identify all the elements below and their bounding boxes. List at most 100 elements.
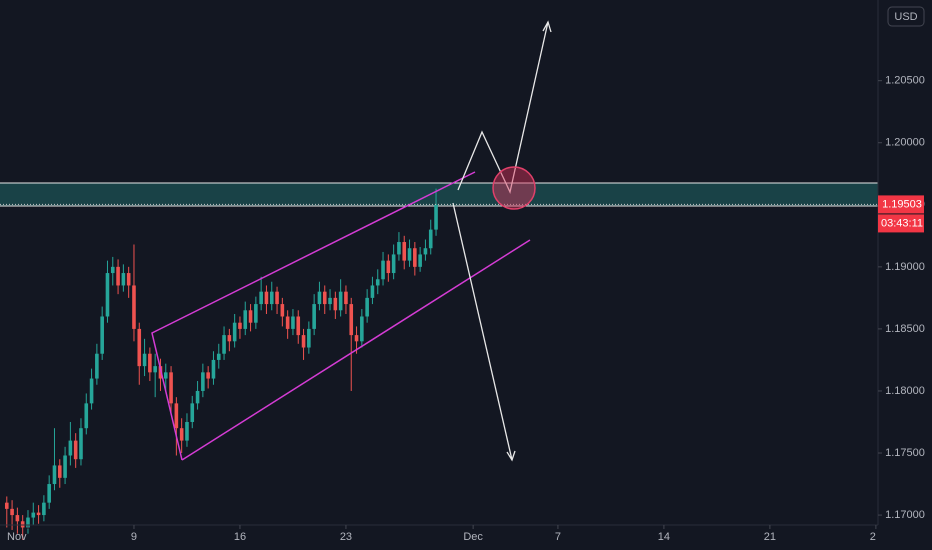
candle-body [338, 291, 343, 311]
candle-body [238, 322, 242, 329]
candle-body [280, 304, 285, 317]
candle-body [317, 291, 322, 305]
currency[interactable]: USD [894, 11, 917, 23]
x-tick-label: 21 [764, 531, 776, 543]
x-tick-label: Nov [7, 531, 27, 543]
candle-body [386, 260, 391, 274]
x-tick-label: Dec [463, 531, 483, 543]
candle-body [285, 316, 290, 329]
candle-body [307, 328, 311, 348]
x-tick-label: 2 [870, 531, 876, 543]
candle-body [73, 440, 78, 460]
candle-body [360, 316, 364, 342]
candle-body [222, 335, 226, 354]
candle-body [275, 291, 279, 305]
candle-body [381, 260, 385, 280]
candle-body [10, 508, 14, 516]
candle-body [322, 291, 327, 305]
candle-body [397, 242, 401, 255]
candle-body [57, 465, 62, 478]
candle-body [365, 297, 369, 317]
down-arrow [452, 202, 513, 461]
resistance-zone [0, 183, 878, 206]
candle-body [418, 254, 422, 267]
candle-body [370, 285, 375, 298]
x-tick-label: 9 [131, 531, 137, 543]
candle-body [105, 273, 110, 317]
x-tick-label: 16 [234, 531, 246, 543]
up-path-arrow [457, 21, 549, 195]
candle-body [190, 403, 195, 422]
last-price-label: 1.19503 [882, 198, 922, 210]
x-tick-label: 7 [555, 531, 561, 543]
candle-body [95, 353, 99, 379]
countdown-box [878, 214, 924, 233]
candle-body [179, 428, 184, 441]
last-price-box [878, 195, 924, 214]
candle-body [4, 502, 9, 509]
candle-body [375, 279, 380, 286]
candle-body [153, 366, 157, 373]
candle-body [264, 291, 269, 305]
candle-body [344, 291, 348, 305]
candle-body [434, 204, 438, 230]
zone-layer [0, 182, 878, 207]
candle-body [248, 310, 253, 323]
candle-body [174, 403, 179, 429]
candle-body [15, 515, 20, 522]
candle-body [132, 285, 136, 329]
candle-body [163, 372, 168, 379]
candle-body [100, 316, 104, 354]
currency-button[interactable] [887, 6, 925, 27]
candle-body [216, 353, 221, 360]
x-tick-label: 14 [658, 531, 670, 543]
candle-body [63, 455, 67, 478]
candle-body [232, 322, 237, 342]
arrow-head [542, 20, 552, 33]
channel-upper [151, 171, 476, 461]
candle-body [169, 372, 173, 404]
candle-body [301, 335, 306, 348]
candle-body [20, 521, 25, 528]
candle-body [328, 297, 332, 305]
candle-body [42, 502, 46, 516]
candle-body [158, 366, 163, 379]
y-tick-label: 1.20000 [885, 137, 925, 149]
candle-body [291, 316, 295, 329]
candle-body [259, 291, 263, 305]
candle-body [195, 390, 200, 404]
candle-body [126, 273, 131, 286]
candle-body [110, 266, 115, 274]
candle-body [423, 248, 428, 255]
candle-body [402, 242, 407, 261]
candle-body [148, 353, 152, 373]
x-tick-label: 23 [340, 531, 352, 543]
y-tick-label: 1.17000 [885, 509, 925, 521]
candle-body [36, 512, 41, 516]
candle-body [206, 372, 210, 379]
y-tick-label: 1.18000 [885, 385, 925, 397]
channel-lower [181, 239, 531, 461]
candle-body [269, 291, 274, 305]
candle-body [47, 484, 51, 503]
candle-body [407, 248, 412, 261]
candles-layer [0, 188, 878, 540]
candle-body [142, 353, 147, 367]
candle-body [89, 378, 94, 404]
candle-body [79, 428, 83, 460]
candle-body [354, 335, 359, 342]
arrow-head [506, 450, 516, 462]
candle-body [26, 517, 30, 528]
y-tick-label: 1.18500 [885, 323, 925, 335]
candle-body [349, 304, 354, 336]
candle-body [211, 359, 216, 379]
drawings [151, 20, 552, 462]
candle-body [227, 335, 232, 342]
candle-body [333, 297, 338, 311]
candle-body [137, 328, 142, 367]
candle-body [31, 512, 36, 518]
axes-layer: 1.17000 1.17500 1.18000 1.18500 1.19000 1.195… [7, 75, 925, 543]
